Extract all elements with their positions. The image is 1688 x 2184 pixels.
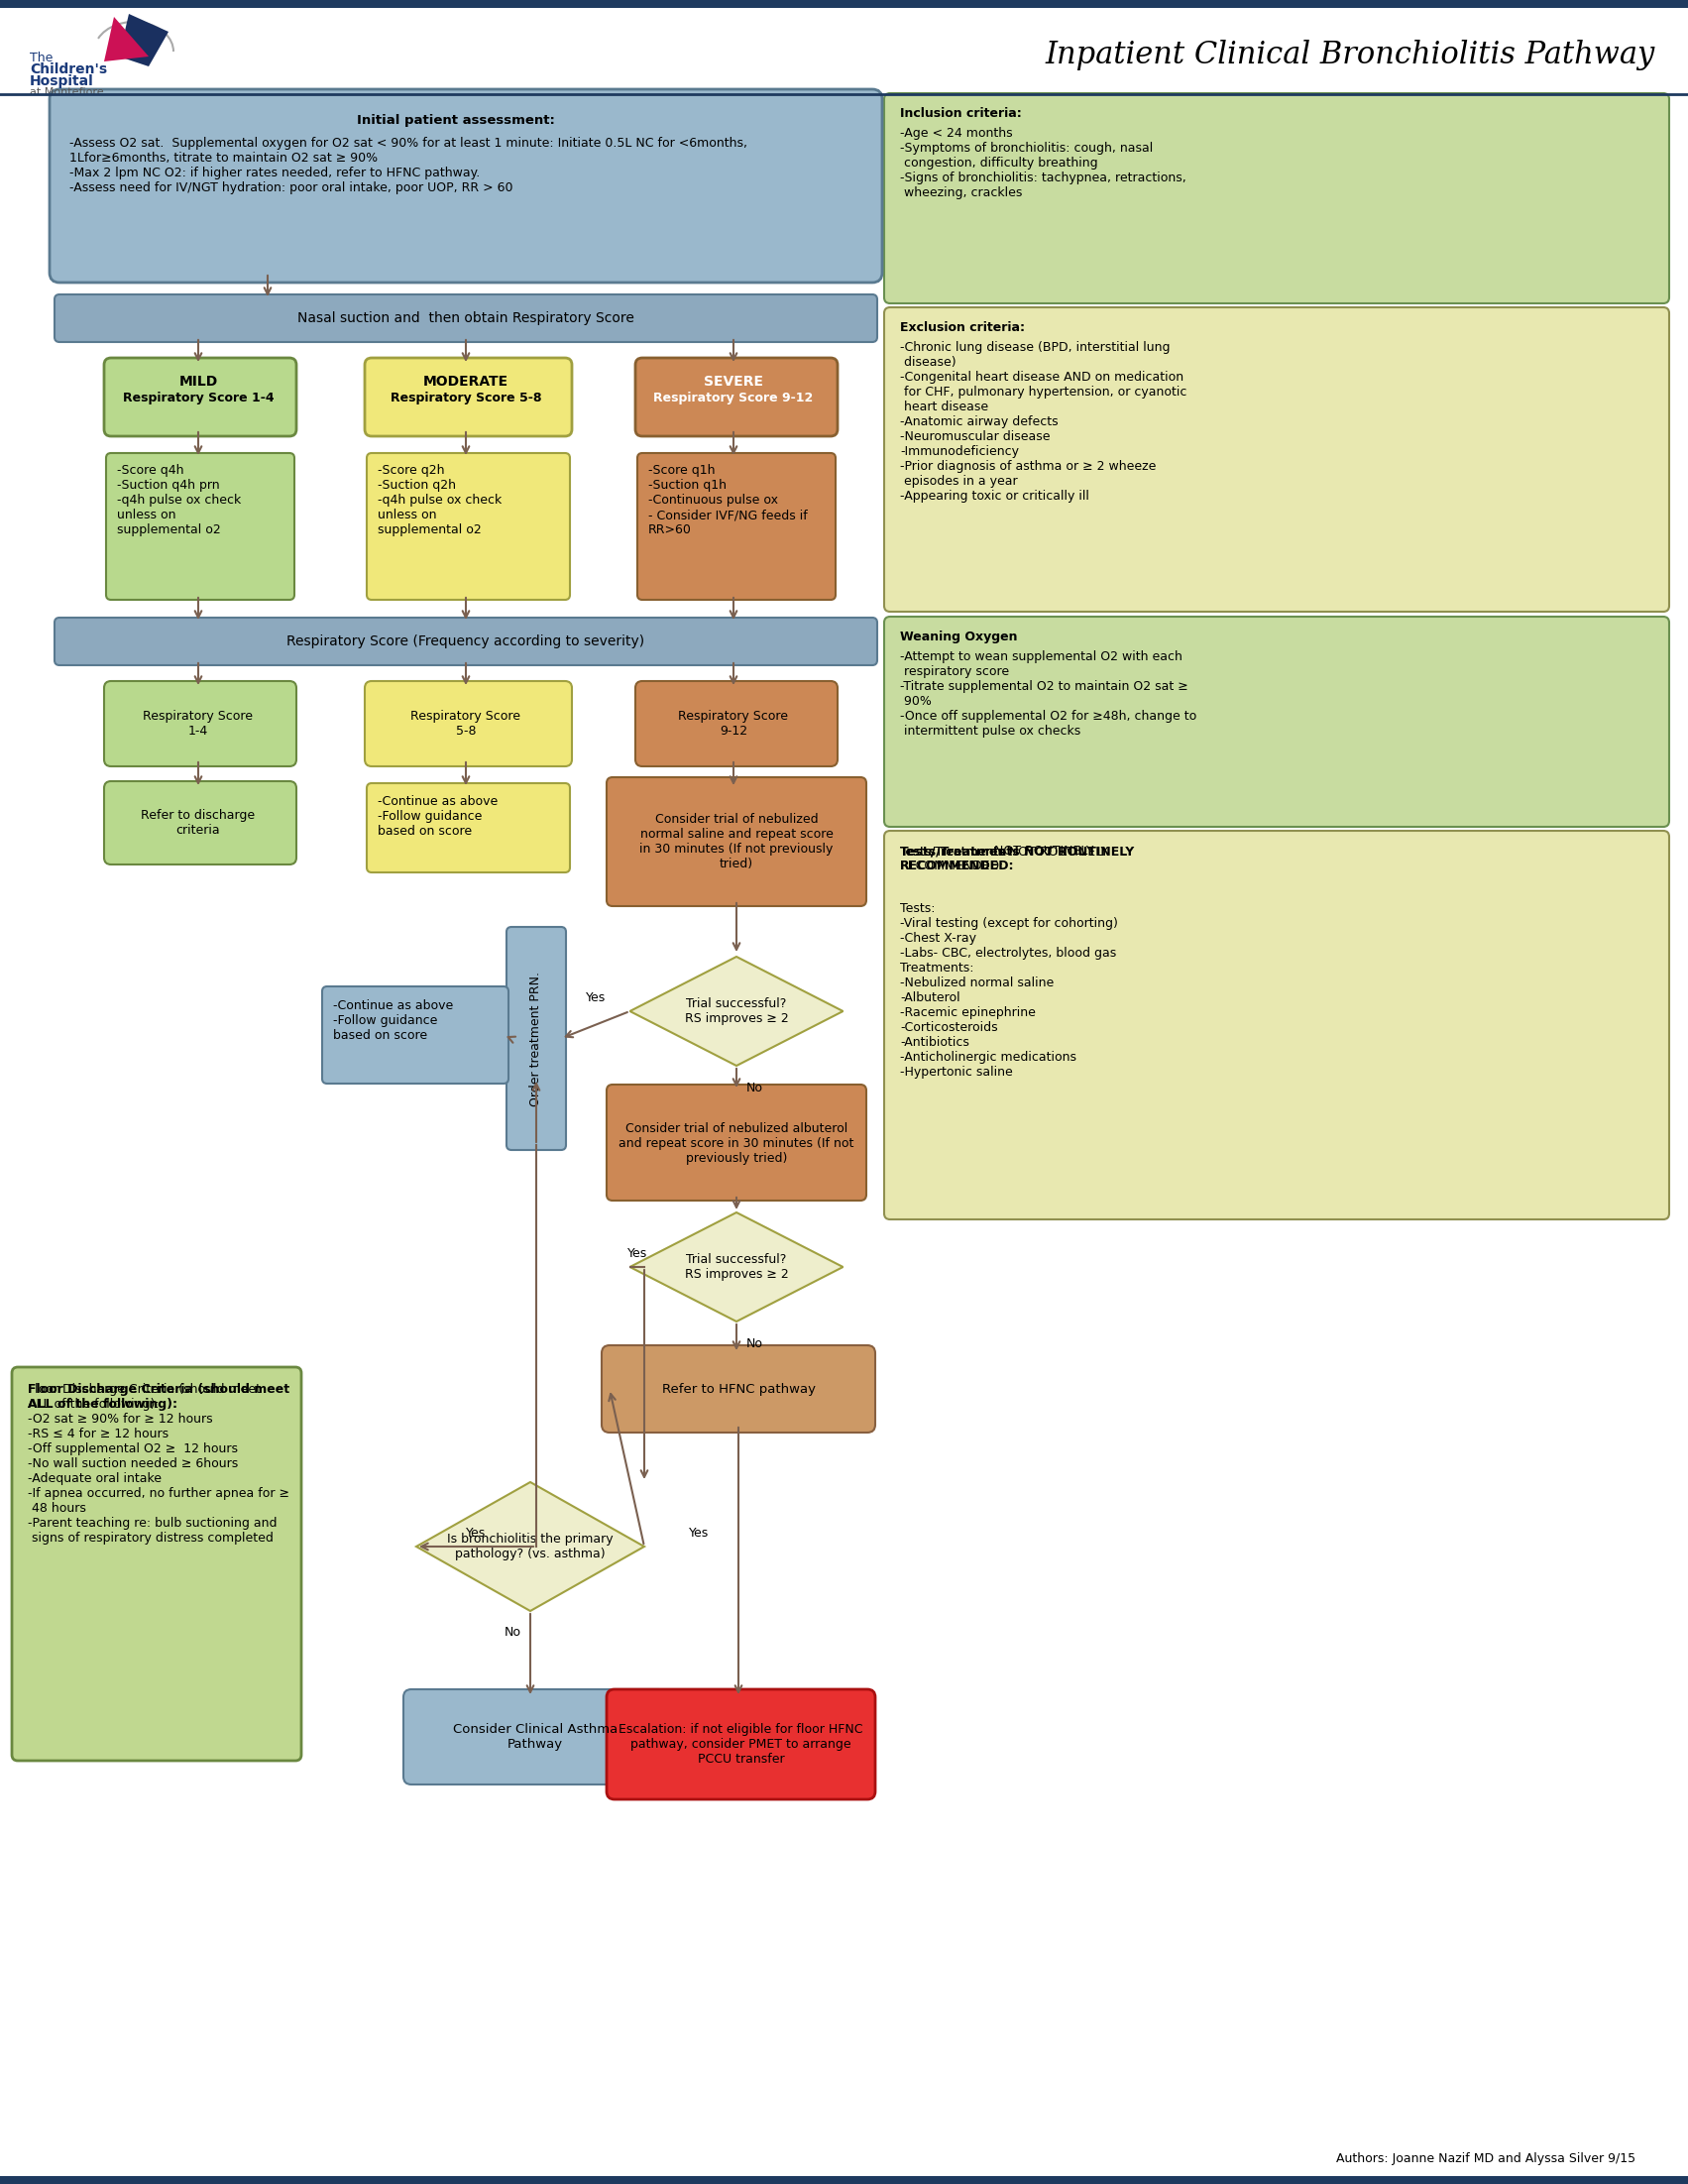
FancyBboxPatch shape xyxy=(365,681,572,767)
Text: -Continue as above
-Follow guidance
based on score: -Continue as above -Follow guidance base… xyxy=(333,1000,452,1042)
Text: Respiratory Score 9-12: Respiratory Score 9-12 xyxy=(653,391,814,404)
Text: Respiratory Score 1-4: Respiratory Score 1-4 xyxy=(123,391,273,404)
Text: Weaning Oxygen: Weaning Oxygen xyxy=(900,631,1018,644)
FancyBboxPatch shape xyxy=(105,782,297,865)
FancyBboxPatch shape xyxy=(403,1688,667,1784)
FancyBboxPatch shape xyxy=(106,452,294,601)
Text: -Score q1h
-Suction q1h
-Continuous pulse ox
- Consider IVF/NG feeds if
RR>60: -Score q1h -Suction q1h -Continuous puls… xyxy=(648,463,807,537)
Text: MILD: MILD xyxy=(179,376,218,389)
Text: Tests/Treatments NOT ROUTINELY
RECOMMENDED:: Tests/Treatments NOT ROUTINELY RECOMMEND… xyxy=(900,845,1134,871)
Text: -Assess O2 sat.  Supplemental oxygen for O2 sat < 90% for at least 1 minute: Ini: -Assess O2 sat. Supplemental oxygen for … xyxy=(69,138,748,194)
Text: Exclusion criteria:: Exclusion criteria: xyxy=(900,321,1025,334)
Text: Yes: Yes xyxy=(466,1527,486,1540)
Text: No: No xyxy=(505,1627,522,1640)
FancyBboxPatch shape xyxy=(885,830,1669,1219)
Text: Escalation: if not eligible for floor HFNC
pathway, consider PMET to arrange
PCC: Escalation: if not eligible for floor HF… xyxy=(619,1723,863,1765)
Text: -Score q2h
-Suction q2h
-q4h pulse ox check
unless on
supplemental o2: -Score q2h -Suction q2h -q4h pulse ox ch… xyxy=(378,463,501,537)
FancyBboxPatch shape xyxy=(506,926,565,1151)
FancyBboxPatch shape xyxy=(365,358,572,437)
Text: -Attempt to wean supplemental O2 with each
 respiratory score
-Titrate supplemen: -Attempt to wean supplemental O2 with ea… xyxy=(900,651,1197,738)
FancyBboxPatch shape xyxy=(105,681,297,767)
Bar xyxy=(0,0,1688,9)
Text: Tests/Treatments: Tests/Treatments xyxy=(900,845,1009,858)
Text: Yes: Yes xyxy=(626,1247,647,1260)
Text: Hospital: Hospital xyxy=(30,74,95,87)
Text: -Chronic lung disease (BPD, interstitial lung
 disease)
-Congenital heart diseas: -Chronic lung disease (BPD, interstitial… xyxy=(900,341,1187,502)
Text: Initial patient assessment:: Initial patient assessment: xyxy=(356,114,555,127)
Text: Tests/Treatments: Tests/Treatments xyxy=(900,845,1009,858)
FancyBboxPatch shape xyxy=(638,452,836,601)
Text: Order treatment PRN.: Order treatment PRN. xyxy=(530,972,542,1105)
Polygon shape xyxy=(630,957,842,1066)
Text: -Score q4h
-Suction q4h prn
-q4h pulse ox check
unless on
supplemental o2: -Score q4h -Suction q4h prn -q4h pulse o… xyxy=(116,463,241,537)
FancyBboxPatch shape xyxy=(885,94,1669,304)
Bar xyxy=(0,2175,1688,2184)
Text: MODERATE: MODERATE xyxy=(424,376,508,389)
Text: Inpatient Clinical Bronchiolitis Pathway: Inpatient Clinical Bronchiolitis Pathway xyxy=(1045,39,1656,70)
FancyBboxPatch shape xyxy=(105,358,297,437)
Polygon shape xyxy=(105,17,149,61)
Text: Floor Discharge Criteria (should meet
ALL of the following):
-O2 sat ≥ 90% for ≥: Floor Discharge Criteria (should meet AL… xyxy=(27,1382,289,1544)
Text: Is bronchiolitis the primary
pathology? (vs. asthma): Is bronchiolitis the primary pathology? … xyxy=(447,1533,613,1559)
Text: Trial successful?
RS improves ≥ 2: Trial successful? RS improves ≥ 2 xyxy=(685,1254,788,1280)
Text: No: No xyxy=(746,1081,763,1094)
Text: -Continue as above
-Follow guidance
based on score: -Continue as above -Follow guidance base… xyxy=(378,795,498,839)
Text: Consider trial of nebulized
normal saline and repeat score
in 30 minutes (If not: Consider trial of nebulized normal salin… xyxy=(640,812,834,871)
Text: Consider Clinical Asthma
Pathway: Consider Clinical Asthma Pathway xyxy=(452,1723,618,1752)
FancyBboxPatch shape xyxy=(885,308,1669,612)
Text: No: No xyxy=(746,1337,763,1350)
Text: -Age < 24 months
-Symptoms of bronchiolitis: cough, nasal
 congestion, difficult: -Age < 24 months -Symptoms of bronchioli… xyxy=(900,127,1187,199)
Text: Yes: Yes xyxy=(586,992,606,1005)
Text: Respiratory Score 5-8: Respiratory Score 5-8 xyxy=(390,391,542,404)
FancyBboxPatch shape xyxy=(366,452,571,601)
FancyBboxPatch shape xyxy=(54,618,878,666)
FancyBboxPatch shape xyxy=(606,1085,866,1201)
Polygon shape xyxy=(417,1483,645,1612)
Text: Authors: Joanne Nazif MD and Alyssa Silver 9/15: Authors: Joanne Nazif MD and Alyssa Silv… xyxy=(1335,2153,1636,2167)
FancyBboxPatch shape xyxy=(366,784,571,871)
FancyBboxPatch shape xyxy=(601,1345,874,1433)
Text: at Montefiore: at Montefiore xyxy=(30,87,103,96)
Text: Respiratory Score
5-8: Respiratory Score 5-8 xyxy=(410,710,522,738)
FancyBboxPatch shape xyxy=(606,1688,874,1800)
FancyBboxPatch shape xyxy=(12,1367,302,1760)
Text: The: The xyxy=(30,50,52,63)
Text: Respiratory Score (Frequency according to severity): Respiratory Score (Frequency according t… xyxy=(287,636,645,649)
FancyBboxPatch shape xyxy=(635,681,837,767)
Polygon shape xyxy=(118,13,169,66)
Text: Respiratory Score
9-12: Respiratory Score 9-12 xyxy=(679,710,788,738)
FancyBboxPatch shape xyxy=(54,295,878,343)
FancyBboxPatch shape xyxy=(49,90,883,282)
FancyBboxPatch shape xyxy=(885,616,1669,828)
Text: Inclusion criteria:: Inclusion criteria: xyxy=(900,107,1021,120)
Text: NOT ROUTINELY: NOT ROUTINELY xyxy=(994,845,1094,858)
FancyBboxPatch shape xyxy=(322,987,508,1083)
Polygon shape xyxy=(630,1212,842,1321)
Text: Refer to discharge
criteria: Refer to discharge criteria xyxy=(142,808,255,836)
Text: Trial successful?
RS improves ≥ 2: Trial successful? RS improves ≥ 2 xyxy=(685,998,788,1024)
Text: Tests/Treatments NOT ROUTINELY
RECOMMENDED:: Tests/Treatments NOT ROUTINELY RECOMMEND… xyxy=(900,845,1109,871)
Text: Respiratory Score
1-4: Respiratory Score 1-4 xyxy=(143,710,253,738)
Text: Nasal suction and  then obtain Respiratory Score: Nasal suction and then obtain Respirator… xyxy=(297,312,635,325)
Text: Floor Discharge Criteria (should meet
ALL of the following):: Floor Discharge Criteria (should meet AL… xyxy=(27,1382,290,1411)
Text: Tests:
-Viral testing (except for cohorting)
-Chest X-ray
-Labs- CBC, electrolyt: Tests: -Viral testing (except for cohort… xyxy=(900,887,1117,1079)
Text: Yes: Yes xyxy=(689,1527,709,1540)
Text: Consider trial of nebulized albuterol
and repeat score in 30 minutes (If not
pre: Consider trial of nebulized albuterol an… xyxy=(619,1123,854,1164)
Text: Children's: Children's xyxy=(30,63,106,76)
Text: Refer to HFNC pathway: Refer to HFNC pathway xyxy=(662,1382,815,1396)
FancyBboxPatch shape xyxy=(606,778,866,906)
Text: SEVERE: SEVERE xyxy=(704,376,763,389)
FancyBboxPatch shape xyxy=(635,358,837,437)
